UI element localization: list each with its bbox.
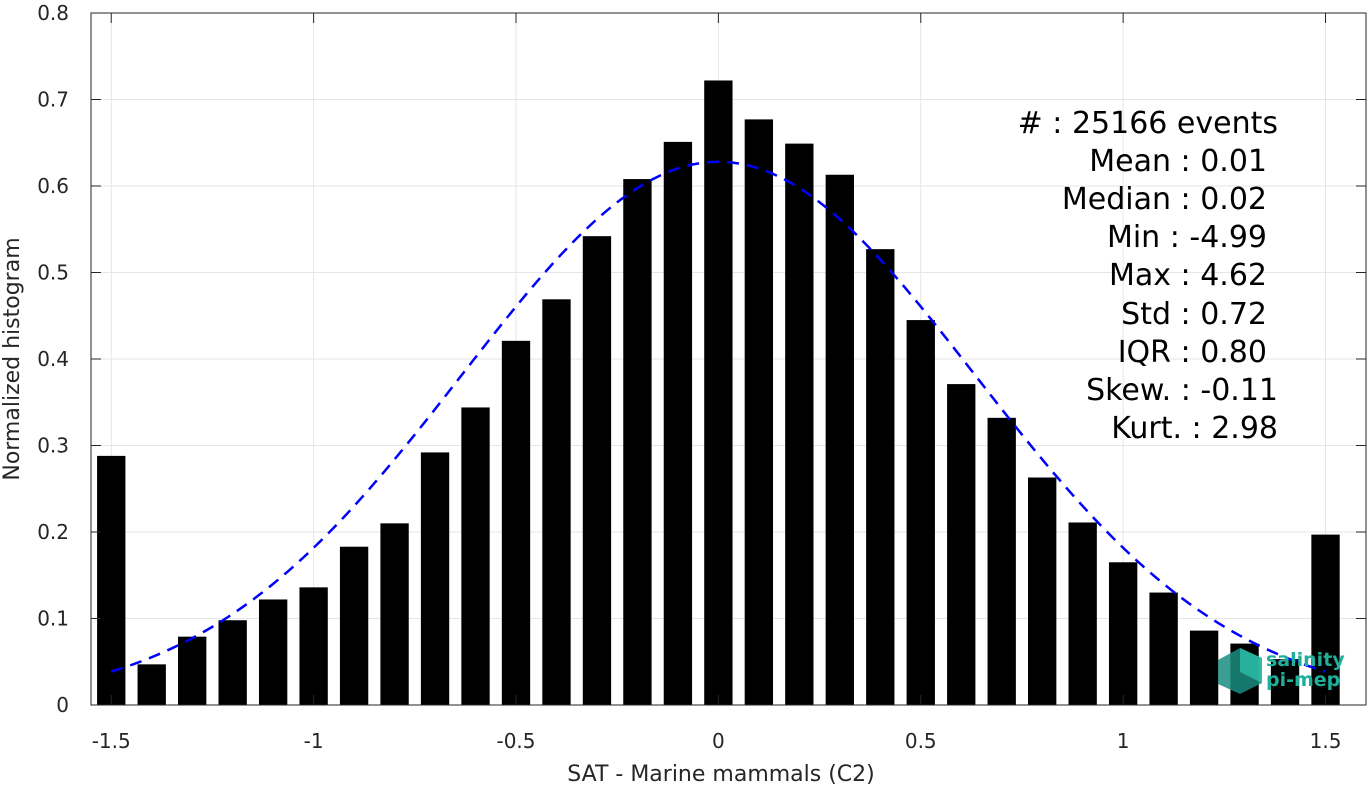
histogram-bar bbox=[97, 455, 126, 705]
histogram-bar bbox=[461, 407, 490, 705]
stat-line: Std : 0.72 bbox=[1121, 297, 1267, 332]
histogram-bar bbox=[1189, 630, 1219, 705]
histogram-bar bbox=[582, 236, 612, 706]
y-tick-label: 0.2 bbox=[37, 520, 69, 544]
y-tick-label: 0.5 bbox=[37, 261, 69, 285]
logo-cube-face bbox=[1240, 648, 1262, 683]
x-tick-label: 0.5 bbox=[905, 729, 937, 753]
stat-line: Skew. : -0.11 bbox=[1086, 373, 1278, 408]
x-tick-label: 1 bbox=[1117, 729, 1130, 753]
stat-line: Min : -4.99 bbox=[1107, 220, 1267, 255]
axis-ticks bbox=[91, 12, 1366, 706]
histogram-bar bbox=[542, 299, 571, 705]
histogram-bar bbox=[987, 417, 1016, 705]
histogram-bar bbox=[947, 384, 976, 705]
histogram-bar bbox=[420, 452, 450, 705]
salinity-pi-mep-logo: salinity pi-mep bbox=[1218, 648, 1345, 694]
x-tick-label: -0.5 bbox=[496, 729, 535, 753]
gaussian-fit-curve bbox=[110, 160, 1326, 673]
histogram-bar bbox=[258, 599, 288, 705]
logo-text-pi-mep: pi-mep bbox=[1266, 669, 1340, 691]
histogram-bar bbox=[299, 587, 328, 705]
y-tick-label: 0.6 bbox=[37, 174, 69, 198]
histogram-bar bbox=[785, 143, 814, 706]
histogram-bar bbox=[218, 620, 247, 705]
stat-line: Median : 0.02 bbox=[1062, 182, 1267, 217]
stat-line: # : 25166 events bbox=[1018, 106, 1278, 141]
histogram-bar bbox=[1149, 592, 1178, 705]
stat-line: Mean : 0.01 bbox=[1089, 144, 1267, 179]
histogram-bar bbox=[178, 636, 207, 705]
y-tick-label: 0.3 bbox=[37, 434, 69, 458]
logo-text-salinity: salinity bbox=[1266, 649, 1345, 671]
y-tick-label: 0.4 bbox=[37, 347, 69, 371]
histogram-bar bbox=[339, 546, 369, 705]
x-tick-label: -1.5 bbox=[92, 729, 131, 753]
y-tick-label: 0.7 bbox=[37, 88, 69, 112]
x-tick-label: -1 bbox=[304, 729, 324, 753]
histogram-bar bbox=[1068, 522, 1097, 705]
histogram-bar bbox=[906, 320, 935, 705]
y-tick-label: 0.1 bbox=[37, 607, 69, 631]
stat-line: Max : 4.62 bbox=[1109, 258, 1267, 293]
y-tick-labels: 0 0.1 0.2 0.3 0.4 0.5 0.6 0.7 0.8 bbox=[37, 1, 69, 717]
x-tick-label: 0 bbox=[712, 729, 725, 753]
y-axis-label: Normalized histogram bbox=[0, 237, 25, 480]
histogram-bar bbox=[744, 119, 774, 705]
histogram-bar bbox=[1311, 534, 1340, 705]
histogram-bar bbox=[380, 523, 409, 705]
histogram-bar bbox=[1028, 477, 1057, 705]
x-axis-label: SAT - Marine mammals (C2) bbox=[567, 762, 875, 785]
histogram-bar bbox=[866, 249, 895, 705]
histogram-bar bbox=[501, 340, 531, 705]
bars bbox=[97, 80, 1340, 706]
histogram-bar bbox=[1270, 659, 1300, 705]
histogram-bar bbox=[137, 664, 166, 705]
stat-line: Kurt. : 2.98 bbox=[1111, 411, 1278, 446]
histogram-bar bbox=[825, 174, 854, 705]
histogram-bar bbox=[623, 179, 652, 705]
y-tick-label: 0.8 bbox=[37, 1, 69, 25]
y-tick-label: 0 bbox=[56, 693, 69, 717]
stat-line: IQR : 0.80 bbox=[1118, 335, 1267, 370]
x-tick-labels: -1.5 -1 -0.5 0 0.5 1 1.5 bbox=[92, 729, 1342, 753]
x-tick-label: 1.5 bbox=[1310, 729, 1342, 753]
histogram-bar bbox=[1108, 562, 1138, 705]
histogram-bar bbox=[704, 80, 733, 706]
histogram-bar bbox=[663, 141, 693, 705]
